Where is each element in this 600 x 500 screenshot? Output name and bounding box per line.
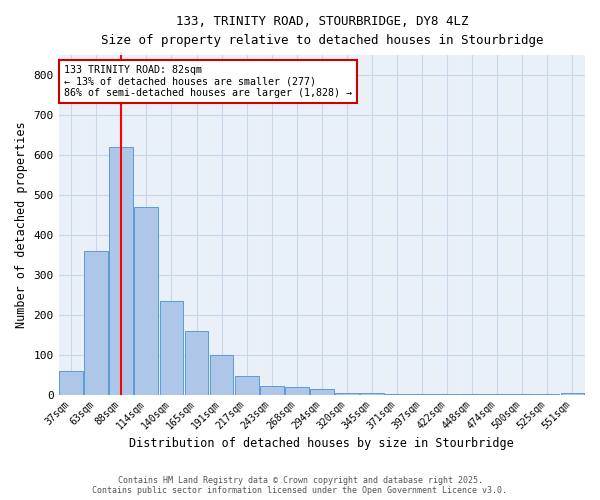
Title: 133, TRINITY ROAD, STOURBRIDGE, DY8 4LZ
Size of property relative to detached ho: 133, TRINITY ROAD, STOURBRIDGE, DY8 4LZ … xyxy=(101,15,543,47)
Bar xyxy=(560,392,584,394)
Bar xyxy=(285,388,308,394)
Text: Contains HM Land Registry data © Crown copyright and database right 2025.
Contai: Contains HM Land Registry data © Crown c… xyxy=(92,476,508,495)
Bar xyxy=(310,390,334,394)
Bar xyxy=(85,251,108,394)
Bar xyxy=(134,207,158,394)
Bar xyxy=(160,300,184,394)
Bar xyxy=(335,392,359,394)
Bar xyxy=(185,330,208,394)
Bar xyxy=(260,386,284,394)
X-axis label: Distribution of detached houses by size in Stourbridge: Distribution of detached houses by size … xyxy=(130,437,514,450)
Text: 133 TRINITY ROAD: 82sqm
← 13% of detached houses are smaller (277)
86% of semi-d: 133 TRINITY ROAD: 82sqm ← 13% of detache… xyxy=(64,66,352,98)
Bar xyxy=(235,376,259,394)
Bar xyxy=(209,356,233,395)
Y-axis label: Number of detached properties: Number of detached properties xyxy=(15,122,28,328)
Bar xyxy=(109,147,133,394)
Bar xyxy=(59,370,83,394)
